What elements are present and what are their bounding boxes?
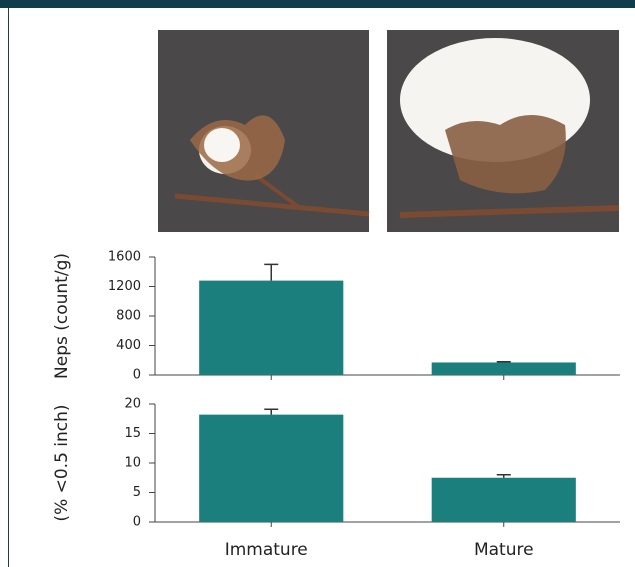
y-axis-label: (% <0.5 inch) (52, 404, 72, 521)
error-bar (264, 408, 279, 415)
bar (431, 477, 576, 522)
charts: Neps (count/g) 0 400 800 1200 1600 (% <0.5 inc… (52, 250, 620, 560)
bar (431, 362, 576, 375)
photo-immature (158, 30, 370, 232)
y-tick-label: 0 (133, 515, 141, 530)
error-bar (264, 263, 279, 281)
y-tick-label: 10 (124, 456, 141, 471)
y-tick-label: 1600 (108, 250, 141, 265)
photo-mature (387, 30, 620, 232)
error-bar (496, 474, 511, 478)
x-tick-label: Mature (474, 540, 534, 560)
header-bar (0, 0, 635, 8)
y-tick-label: 400 (116, 338, 141, 353)
y-tick-label: 5 (133, 485, 141, 500)
bar (199, 280, 344, 375)
x-tick-label: Immature (225, 540, 308, 560)
y-axis-label: Neps (count/g) (52, 253, 72, 379)
y-tick-label: 800 (116, 309, 141, 324)
y-tick-label: 1200 (108, 279, 141, 294)
y-tick-label: 20 (124, 397, 141, 412)
y-tick-label: 15 (124, 426, 141, 441)
error-bar (496, 360, 511, 363)
bar (199, 414, 344, 522)
y-tick-label: 0 (133, 368, 141, 383)
